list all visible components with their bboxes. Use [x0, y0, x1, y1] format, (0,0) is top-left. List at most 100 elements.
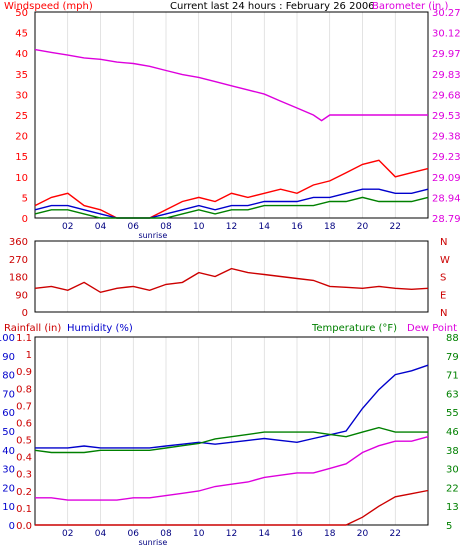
rain-x-tick-label: 04: [95, 529, 107, 539]
compass-tick-label: W: [440, 255, 450, 266]
rain-tick-label: 0.6: [16, 418, 32, 429]
wind-tick-label: 45: [15, 29, 28, 40]
wind_low-series-line: [34, 196, 429, 219]
wind-tick-label: 5: [22, 193, 28, 204]
humidity-tick-label: 40: [2, 446, 15, 457]
rain-tick-label: 0.8: [16, 384, 32, 395]
barometer-tick-label: 29.38: [432, 132, 461, 143]
rain-tick-label: 1.1: [16, 333, 32, 344]
rain-x-tick-label: 20: [357, 529, 369, 539]
humidity-tick-label: 90: [2, 352, 15, 363]
wind-tick-label: 20: [15, 132, 28, 143]
rain-x-tick-label: 06: [128, 529, 140, 539]
temperature-series-line: [34, 426, 428, 454]
wind-x-tick-label: 08: [160, 222, 172, 232]
rain-tick-label: 0.7: [16, 401, 32, 412]
wind-tick-label: 0: [22, 214, 28, 225]
temperature-tick-label: 5: [446, 521, 452, 532]
barometer-series-line: [34, 48, 428, 122]
wind-x-tick-label: 20: [357, 222, 369, 232]
compass-tick-label: N: [440, 308, 447, 319]
wind-x-tick-label: 04: [95, 222, 107, 232]
wind-x-tick-label: 06: [128, 222, 140, 232]
wind-tick-label: 25: [15, 111, 28, 122]
humidity-tick-label: 50: [2, 427, 15, 438]
humidity-series-line: [35, 364, 429, 449]
barometer-tick-label: 28.94: [432, 193, 461, 204]
humidity-tick-label: 60: [2, 408, 15, 419]
rain-x-tick-label: 10: [193, 529, 205, 539]
temperature-tick-label: 46: [446, 427, 459, 438]
compass-tick-label: E: [440, 290, 446, 301]
rain-tick-label: 0.0: [16, 521, 32, 532]
wind-x-tick-label: 22: [390, 222, 401, 232]
wind_avg-series-line: [34, 188, 429, 219]
wind-tick-label: 10: [15, 173, 28, 184]
direction-tick-label: 360: [9, 237, 28, 248]
barometer-axis-title: Barometer (in.): [372, 1, 448, 12]
temperature-tick-label: 63: [446, 389, 459, 400]
rain-tick-label: 0.3: [16, 470, 32, 481]
humidity-tick-label: 30: [2, 465, 15, 476]
rain-tick-label: 0.2: [16, 487, 32, 498]
sunrise-label: sunrise: [138, 231, 167, 240]
wind-x-tick-label: 10: [193, 222, 205, 232]
humidity-tick-label: 0: [9, 521, 15, 532]
rain-tick-label: 0.4: [16, 453, 32, 464]
rain-x-tick-label: 16: [291, 529, 303, 539]
rain-tick-label: 0.1: [16, 504, 32, 515]
rain-tick-label: 0.5: [16, 436, 32, 447]
compass-tick-label: N: [440, 237, 447, 248]
direction-tick-label: 270: [9, 255, 28, 266]
chart-title: Current last 24 hours : February 26 2006: [170, 1, 375, 12]
temperature-tick-label: 38: [446, 446, 459, 457]
humidity-tick-label: 70: [2, 389, 15, 400]
compass-tick-label: S: [440, 273, 446, 284]
direction-series-line: [34, 267, 429, 294]
temperature-tick-label: 79: [446, 352, 459, 363]
temperature-tick-label: 71: [446, 371, 459, 382]
rain-series-line: [35, 489, 429, 526]
humidity-tick-label: 20: [2, 483, 15, 494]
rain-x-tick-label: 14: [259, 529, 271, 539]
temperature-tick-label: 88: [446, 333, 459, 344]
rain-x-tick-label: 02: [62, 529, 73, 539]
dewpoint-series-line: [35, 436, 429, 501]
rain-x-tick-label: 18: [324, 529, 336, 539]
temperature-tick-label: 22: [446, 483, 459, 494]
wind-x-tick-label: 18: [324, 222, 336, 232]
barometer-tick-label: 28.79: [432, 214, 461, 225]
rainfall-axis-title: Rainfall (in): [4, 323, 61, 334]
temperature-tick-label: 13: [446, 502, 459, 513]
rain-x-tick-label: 22: [390, 529, 401, 539]
humidity-axis-title: Humidity (%): [67, 323, 133, 334]
wind-x-tick-label: 12: [226, 222, 237, 232]
dewpoint-axis-title: Dew Point: [407, 323, 457, 334]
barometer-tick-label: 30.12: [432, 29, 461, 40]
rain-x-tick-label: 12: [226, 529, 237, 539]
wind-tick-label: 40: [15, 49, 28, 60]
temperature-tick-label: 55: [446, 408, 459, 419]
barometer-tick-label: 29.83: [432, 70, 461, 81]
rain-x-tick-label: 08: [160, 529, 172, 539]
wind-x-tick-label: 02: [62, 222, 73, 232]
rain-tick-label: 0.9: [16, 367, 32, 378]
direction-plot-frame: [34, 240, 429, 313]
wind-tick-label: 30: [15, 90, 28, 101]
temperature-tick-label: 30: [446, 465, 459, 476]
barometer-tick-label: 29.09: [432, 173, 461, 184]
wind-tick-label: 15: [15, 152, 28, 163]
wind-tick-label: 35: [15, 70, 28, 81]
sunrise-label-bottom: sunrise: [138, 538, 167, 547]
windspeed-axis-title: Windspeed (mph): [4, 1, 93, 12]
direction-tick-label: 90: [15, 290, 28, 301]
barometer-tick-label: 30.27: [432, 8, 461, 19]
humidity-tick-label: 100: [0, 333, 15, 344]
temperature-axis-title: Temperature (°F): [311, 323, 397, 334]
barometer-tick-label: 29.97: [432, 49, 461, 60]
humidity-tick-label: 80: [2, 371, 15, 382]
wind-x-tick-label: 16: [291, 222, 303, 232]
barometer-tick-label: 29.23: [432, 152, 461, 163]
